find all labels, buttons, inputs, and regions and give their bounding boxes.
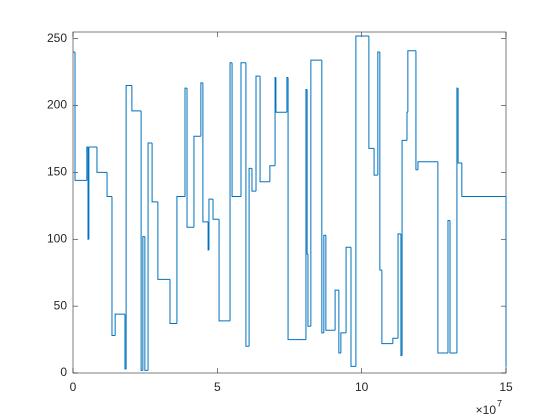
step [379,52,382,271]
step [275,77,287,113]
step [169,279,177,325]
step [131,85,142,112]
step [125,84,132,369]
step [269,165,276,182]
step [200,82,203,137]
step [207,221,209,251]
step [147,142,153,371]
step [114,313,125,336]
step [306,89,308,255]
x-tick-label: 15 [499,380,513,394]
step [377,51,380,176]
step [368,36,375,149]
step [184,87,188,197]
step [106,172,112,197]
step [345,246,351,333]
x-tick-label: 10 [355,380,369,394]
step [400,233,403,357]
step [202,82,209,223]
step [437,161,448,354]
x-multiplier-exponent: 7 [497,398,502,408]
step [457,88,462,164]
step [212,199,220,220]
step [88,146,97,240]
step [218,219,231,322]
step [325,235,336,331]
step [74,52,87,181]
step [231,62,242,197]
step [245,62,250,347]
step [340,332,347,353]
step [208,198,214,250]
step [321,60,324,334]
step [401,139,407,356]
y-tick-label: 0 [60,365,67,379]
y-tick-label: 50 [54,298,68,312]
step [287,77,306,341]
step [142,236,145,371]
step [307,253,311,327]
x-tick-label: 5 [214,380,221,394]
step [381,270,393,345]
y-tick-label: 150 [47,165,67,179]
step [240,62,246,197]
x-multiplier: ×10 [476,403,497,417]
step [397,233,401,339]
step [251,168,257,192]
step [87,147,89,240]
step [447,220,450,353]
step [373,148,378,176]
step [355,35,369,367]
step [323,234,326,333]
step [229,62,233,321]
y-tick-label: 250 [47,31,67,45]
step [417,161,438,170]
x-tick-label: 0 [70,380,77,394]
step [186,88,194,228]
step [407,50,416,113]
step [96,147,108,173]
plot-area [72,31,507,374]
y-tick-label: 100 [47,231,67,245]
step [144,236,149,371]
step [338,290,341,354]
step [111,196,116,337]
step [248,167,252,347]
y-tick-label: 200 [47,98,67,112]
step [334,289,339,331]
step [392,337,399,344]
step [157,201,170,280]
step [176,195,186,324]
step [461,163,506,197]
step [255,75,261,192]
step [140,110,143,371]
step [415,50,418,171]
step [151,142,158,203]
step [259,76,270,183]
step [310,59,322,327]
step [193,135,201,228]
step [350,247,356,367]
step [449,220,457,354]
